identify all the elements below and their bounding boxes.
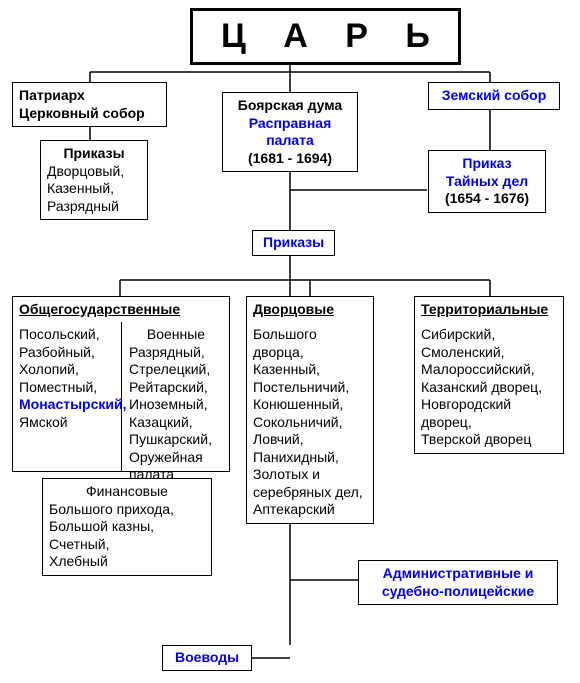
list-item: Разбойный, [19,344,115,362]
list-item: Казацкий, [129,414,223,432]
box-g2-body: Большогодворца,Казенный,Постельничий,Кон… [246,322,374,524]
list-item: Ловчий, [253,431,367,449]
list-item: Рейтарский, [129,379,223,397]
left-prikazy-title: Приказы [47,145,141,163]
box-g1-fin: Финансовые Большого прихода,Большой казн… [42,478,212,576]
list-item: Аптекарский [253,501,367,519]
list-item: Большой казны, [49,518,205,536]
list-item: Панихидный, [253,449,367,467]
list-item: Стрелецкий, [129,361,223,379]
list-item: серебряных дел, [253,484,367,502]
patriarch-l1: Патриарх [19,87,160,105]
g1-colB: Военные Разрядный,Стрелецкий,Рейтарский,… [123,322,229,488]
tainykh-l2: Тайных дел [435,173,539,191]
root-label: Ц А Р Ь [221,17,444,55]
list-item: Тверской дворец [421,431,557,449]
list-item: Ямской [19,414,115,432]
list-item: Оружейная [129,449,223,467]
list-item: Новгородский [421,396,557,414]
list-item: Конюшенный, [253,396,367,414]
list-item: дворец, [421,414,557,432]
duma-l2: Расправная [229,115,351,133]
g1-title: Общегосударственные [19,301,180,317]
tainykh-l3: (1654 - 1676) [435,190,539,208]
box-patriarch: Патриарх Церковный собор [12,82,167,127]
list-item: Счетный, [49,536,205,554]
g1-colA: Посольский,Разбойный,Холопий,Поместный,М… [13,322,121,435]
list-item: Смоленский, [421,344,557,362]
voevody-label: Воеводы [175,649,239,665]
box-g3-header: Территориальные [414,296,564,324]
list-item: Сибирский, [421,326,557,344]
list-item: Разрядный, [129,344,223,362]
list-item: Казанский дворец, [421,379,557,397]
list-item: Иноземный, [129,396,223,414]
list-item: Холопий, [19,361,115,379]
box-tainykh: Приказ Тайных дел (1654 - 1676) [428,150,546,213]
admin-l2: судебно-полицейские [365,583,551,601]
list-item: Поместный, [19,379,115,397]
list-item: Большого прихода, [49,501,205,519]
left-prikazy-l2: Казенный, [47,180,141,198]
duma-l1: Боярская дума [229,97,351,115]
list-item: дворца, [253,344,367,362]
g1-colB-title: Военные [129,326,223,344]
list-item: Сокольничий, [253,414,367,432]
prikazy-label: Приказы [263,234,324,250]
box-g1-header: Общегосударственные [12,296,230,324]
box-zemsky: Земский собор [428,82,560,110]
duma-l3: палата [229,132,351,150]
list-item: Малороссийский, [421,361,557,379]
box-voevody: Воеводы [162,645,252,671]
box-left-prikazy: Приказы Дворцовый, Казенный, Разрядный [40,140,148,220]
g1-fin-title: Финансовые [49,483,205,501]
box-g1-body: Посольский,Разбойный,Холопий,Поместный,М… [12,322,230,472]
admin-l1: Административные и [365,565,551,583]
box-prikazy-label: Приказы [252,230,335,256]
root-tsar: Ц А Р Ь [190,8,461,65]
box-g2-header: Дворцовые [246,296,374,324]
list-item: Посольский, [19,326,115,344]
tainykh-l1: Приказ [435,155,539,173]
list-item: Постельничий, [253,379,367,397]
list-item: Пушкарский, [129,431,223,449]
g3-title: Территориальные [421,301,548,317]
list-item: Монастырский, [19,396,115,414]
g2-title: Дворцовые [253,301,334,317]
box-g3-body: Сибирский,Смоленский,Малороссийский,Каза… [414,322,564,454]
list-item: Большого [253,326,367,344]
left-prikazy-l3: Разрядный [47,198,141,216]
duma-l4: (1681 - 1694) [229,150,351,168]
list-item: Хлебный [49,553,205,571]
box-admin: Административные и судебно-полицейские [358,560,558,605]
zemsky-label: Земский собор [442,87,547,103]
left-prikazy-l1: Дворцовый, [47,163,141,181]
list-item: Казенный, [253,361,367,379]
list-item: Золотых и [253,466,367,484]
box-duma: Боярская дума Расправная палата (1681 - … [222,92,358,172]
patriarch-l2: Церковный собор [19,105,160,123]
